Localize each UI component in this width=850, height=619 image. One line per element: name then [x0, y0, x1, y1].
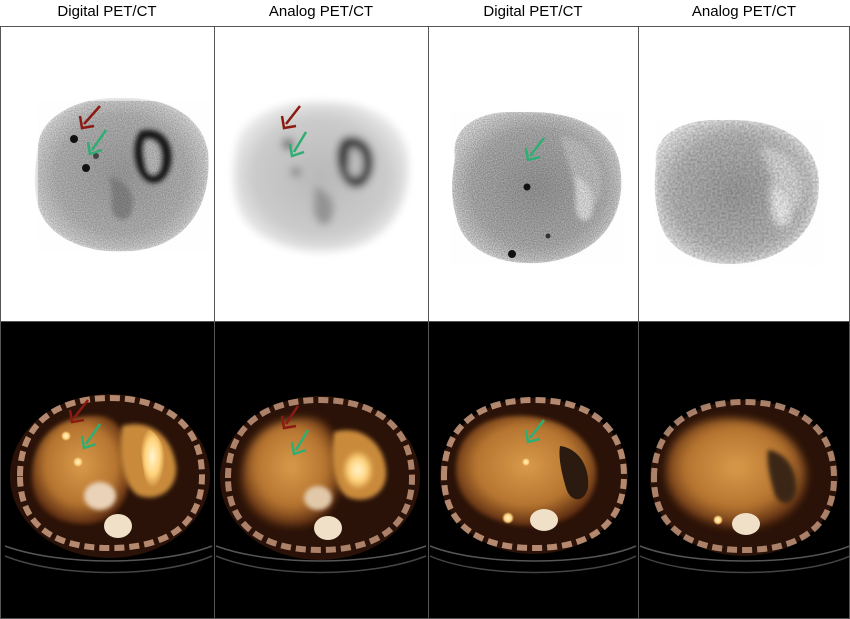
red-arrow-top-2	[280, 105, 301, 130]
green-arrow-bottom-3	[524, 419, 545, 444]
green-arrow-top-1	[86, 129, 108, 156]
pet-image-analog-2	[638, 26, 850, 321]
pet-image-digital-1	[34, 97, 210, 252]
green-arrow-top-2	[288, 131, 308, 158]
red-arrow-bottom-2	[280, 405, 300, 430]
fusion-image-digital-1	[4, 394, 213, 574]
pet-image-analog-1	[233, 101, 409, 252]
column-title-2: Analog PET/CT	[268, 3, 374, 20]
column-title-4: Analog PET/CT	[691, 3, 797, 20]
column-title-3: Digital PET/CT	[483, 3, 583, 20]
pet-image-digital-2	[428, 26, 638, 321]
red-arrow-bottom-1	[68, 399, 89, 424]
column-title-1: Digital PET/CT	[57, 3, 157, 20]
green-arrow-top-3	[524, 137, 545, 162]
green-arrow-bottom-2	[290, 429, 310, 456]
fusion-image-analog-1	[215, 396, 427, 574]
fusion-image-digital-2	[429, 396, 637, 574]
green-arrow-bottom-1	[80, 423, 102, 450]
red-arrow-top-1	[78, 105, 101, 130]
fusion-image-analog-2	[639, 398, 850, 574]
pet-ct-figure	[0, 26, 850, 619]
